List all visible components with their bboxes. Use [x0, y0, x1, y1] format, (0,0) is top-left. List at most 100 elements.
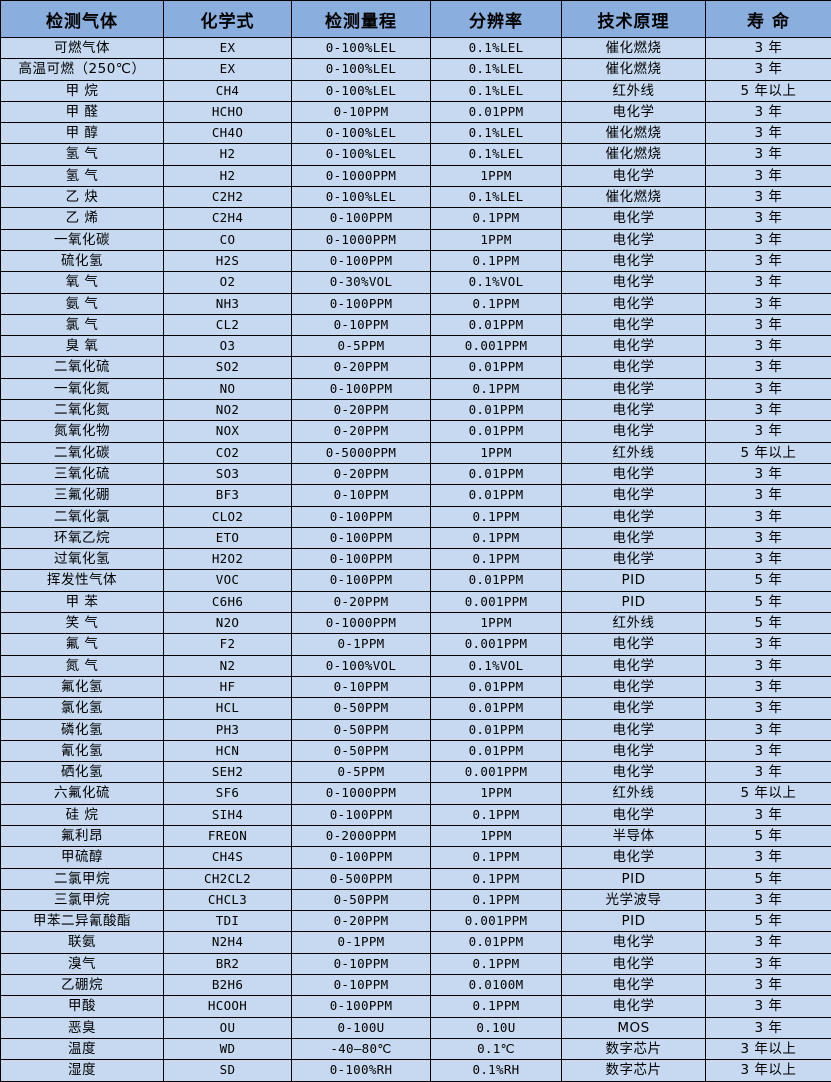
cell-life: 3 年	[706, 762, 831, 783]
cell-res: 0.001PPM	[431, 911, 562, 932]
cell-res: 0.1PPM	[431, 889, 562, 910]
cell-formula: SF6	[164, 783, 292, 804]
cell-range: 0-500PPM	[292, 868, 431, 889]
column-header-lifespan: 寿 命	[706, 1, 831, 38]
cell-res: 0.1PPM	[431, 868, 562, 889]
cell-formula: VOC	[164, 570, 292, 591]
cell-res: 0.1PPM	[431, 996, 562, 1017]
cell-formula: N2H4	[164, 932, 292, 953]
cell-range: 0-5PPM	[292, 336, 431, 357]
cell-name: 臭 氧	[1, 336, 164, 357]
cell-name: 甲 烷	[1, 80, 164, 101]
cell-tech: 电化学	[562, 804, 706, 825]
cell-life: 3 年	[706, 506, 831, 527]
cell-formula: EX	[164, 59, 292, 80]
cell-range: 0-50PPM	[292, 698, 431, 719]
cell-tech: 电化学	[562, 101, 706, 122]
cell-range: 0-1000PPM	[292, 165, 431, 186]
cell-res: 0.01PPM	[431, 485, 562, 506]
cell-range: 0-20PPM	[292, 357, 431, 378]
cell-tech: 数字芯片	[562, 1038, 706, 1059]
cell-tech: 数字芯片	[562, 1060, 706, 1081]
cell-tech: 催化燃烧	[562, 59, 706, 80]
cell-range: 0-100PPM	[292, 250, 431, 271]
cell-formula: F2	[164, 634, 292, 655]
column-header-chemical-formula: 化学式	[164, 1, 292, 38]
cell-range: 0-20PPM	[292, 591, 431, 612]
cell-range: 0-1PPM	[292, 932, 431, 953]
cell-name: 六氟化硫	[1, 783, 164, 804]
cell-name: 氟化氢	[1, 676, 164, 697]
cell-formula: EX	[164, 38, 292, 59]
cell-name: 硫化氢	[1, 250, 164, 271]
cell-name: 环氧乙烷	[1, 527, 164, 548]
cell-name: 甲 苯	[1, 591, 164, 612]
cell-res: 0.1%LEL	[431, 187, 562, 208]
cell-formula: SIH4	[164, 804, 292, 825]
cell-name: 二氯甲烷	[1, 868, 164, 889]
cell-formula: NO2	[164, 400, 292, 421]
cell-range: 0-100PPM	[292, 378, 431, 399]
cell-name: 磷化氢	[1, 719, 164, 740]
cell-name: 高温可燃（250℃）	[1, 59, 164, 80]
cell-range: 0-20PPM	[292, 463, 431, 484]
cell-tech: 电化学	[562, 953, 706, 974]
cell-res: 0.1PPM	[431, 250, 562, 271]
cell-name: 笑 气	[1, 613, 164, 634]
cell-life: 5 年	[706, 591, 831, 612]
cell-life: 3 年	[706, 187, 831, 208]
cell-life: 3 年以上	[706, 1038, 831, 1059]
cell-tech: 电化学	[562, 719, 706, 740]
cell-res: 0.1℃	[431, 1038, 562, 1059]
table-header: 检测气体 化学式 检测量程 分辨率 技术原理 寿 命	[1, 1, 831, 38]
cell-res: 0.1PPM	[431, 804, 562, 825]
cell-range: 0-100PPM	[292, 804, 431, 825]
cell-life: 3 年	[706, 208, 831, 229]
cell-tech: 电化学	[562, 847, 706, 868]
cell-tech: 半导体	[562, 825, 706, 846]
cell-tech: 电化学	[562, 400, 706, 421]
cell-formula: N2	[164, 655, 292, 676]
cell-name: 氢 气	[1, 165, 164, 186]
cell-formula: OU	[164, 1017, 292, 1038]
cell-res: 1PPM	[431, 613, 562, 634]
cell-name: 乙 炔	[1, 187, 164, 208]
cell-range: 0-10PPM	[292, 101, 431, 122]
cell-res: 0.01PPM	[431, 698, 562, 719]
cell-range: 0-20PPM	[292, 421, 431, 442]
cell-life: 3 年	[706, 229, 831, 250]
cell-range: 0-2000PPM	[292, 825, 431, 846]
cell-life: 3 年	[706, 549, 831, 570]
cell-res: 0.1PPM	[431, 506, 562, 527]
cell-range: 0-20PPM	[292, 911, 431, 932]
cell-range: 0-10PPM	[292, 676, 431, 697]
cell-name: 恶臭	[1, 1017, 164, 1038]
cell-life: 3 年	[706, 59, 831, 80]
cell-tech: 电化学	[562, 250, 706, 271]
cell-name: 氧 气	[1, 272, 164, 293]
cell-name: 氨 气	[1, 293, 164, 314]
cell-tech: 电化学	[562, 314, 706, 335]
cell-formula: BR2	[164, 953, 292, 974]
cell-name: 二氧化氮	[1, 400, 164, 421]
cell-formula: WD	[164, 1038, 292, 1059]
cell-res: 0.1%LEL	[431, 59, 562, 80]
cell-range: 0-100%VOL	[292, 655, 431, 676]
cell-formula: NOX	[164, 421, 292, 442]
cell-formula: CH2CL2	[164, 868, 292, 889]
